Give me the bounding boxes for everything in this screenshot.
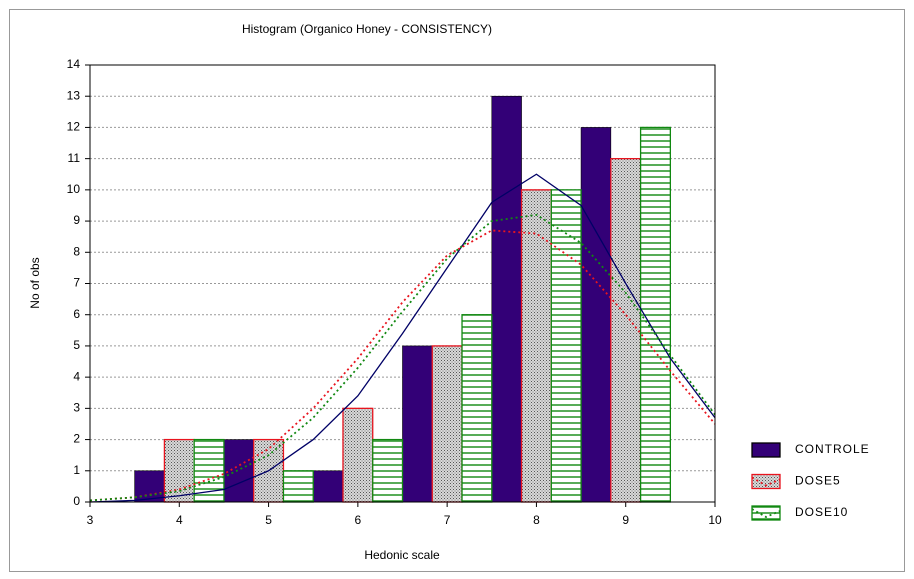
y-tick-label: 3	[73, 401, 80, 415]
x-tick-label: 6	[355, 513, 362, 527]
y-tick-label: 9	[73, 213, 80, 227]
y-tick-label: 8	[73, 244, 80, 258]
plot-frame	[89, 64, 716, 503]
bar	[639, 126, 672, 503]
y-tick-label: 4	[73, 369, 80, 383]
y-tick-label: 14	[67, 57, 81, 71]
fit-curve	[89, 213, 716, 502]
y-tick-label: 2	[73, 432, 80, 446]
y-tick-label: 7	[73, 276, 80, 290]
x-tick-label: 9	[622, 513, 629, 527]
bar	[431, 345, 463, 503]
legend-label: DOSE5	[795, 474, 841, 488]
bar	[312, 470, 344, 503]
legend-curve	[751, 508, 781, 519]
x-tick-label: 5	[265, 513, 272, 527]
bar	[580, 127, 612, 503]
legend-swatch	[751, 473, 781, 490]
bar	[461, 314, 493, 503]
fit-curve	[89, 229, 716, 502]
bar	[491, 95, 522, 503]
bar	[372, 438, 404, 503]
bar	[610, 157, 642, 503]
fit-curve	[89, 173, 716, 503]
bar	[134, 470, 165, 503]
legend-swatch	[751, 505, 781, 521]
y-tick-label: 10	[67, 182, 81, 196]
legend-curve	[751, 476, 781, 487]
x-tick-label: 4	[176, 513, 183, 527]
legend-label: CONTROLE	[795, 442, 870, 456]
x-tick-label: 8	[533, 513, 540, 527]
y-axis-label: No of obs	[28, 257, 42, 308]
y-tick-label: 5	[73, 338, 80, 352]
x-axis-label: Hedonic scale	[364, 548, 440, 562]
bar	[402, 345, 433, 503]
bar	[282, 470, 314, 503]
bar	[163, 438, 195, 503]
outer-border	[9, 9, 905, 572]
bar	[342, 407, 374, 503]
legend-label: DOSE10	[795, 505, 848, 519]
x-tick-label: 7	[444, 513, 451, 527]
bar	[223, 439, 254, 503]
y-tick-label: 1	[73, 463, 80, 477]
y-tick-label: 13	[67, 88, 81, 102]
y-tick-label: 12	[67, 120, 81, 134]
x-tick-label: 3	[87, 513, 94, 527]
y-tick-label: 6	[73, 307, 80, 321]
x-tick-label: 10	[708, 513, 722, 527]
y-tick-label: 11	[68, 151, 81, 165]
bar	[550, 189, 582, 503]
legend-swatch	[751, 442, 781, 458]
y-tick-label: 0	[73, 494, 80, 508]
chart-title: Histogram (Organico Honey - CONSISTENCY)	[242, 22, 492, 36]
bar	[520, 189, 552, 503]
